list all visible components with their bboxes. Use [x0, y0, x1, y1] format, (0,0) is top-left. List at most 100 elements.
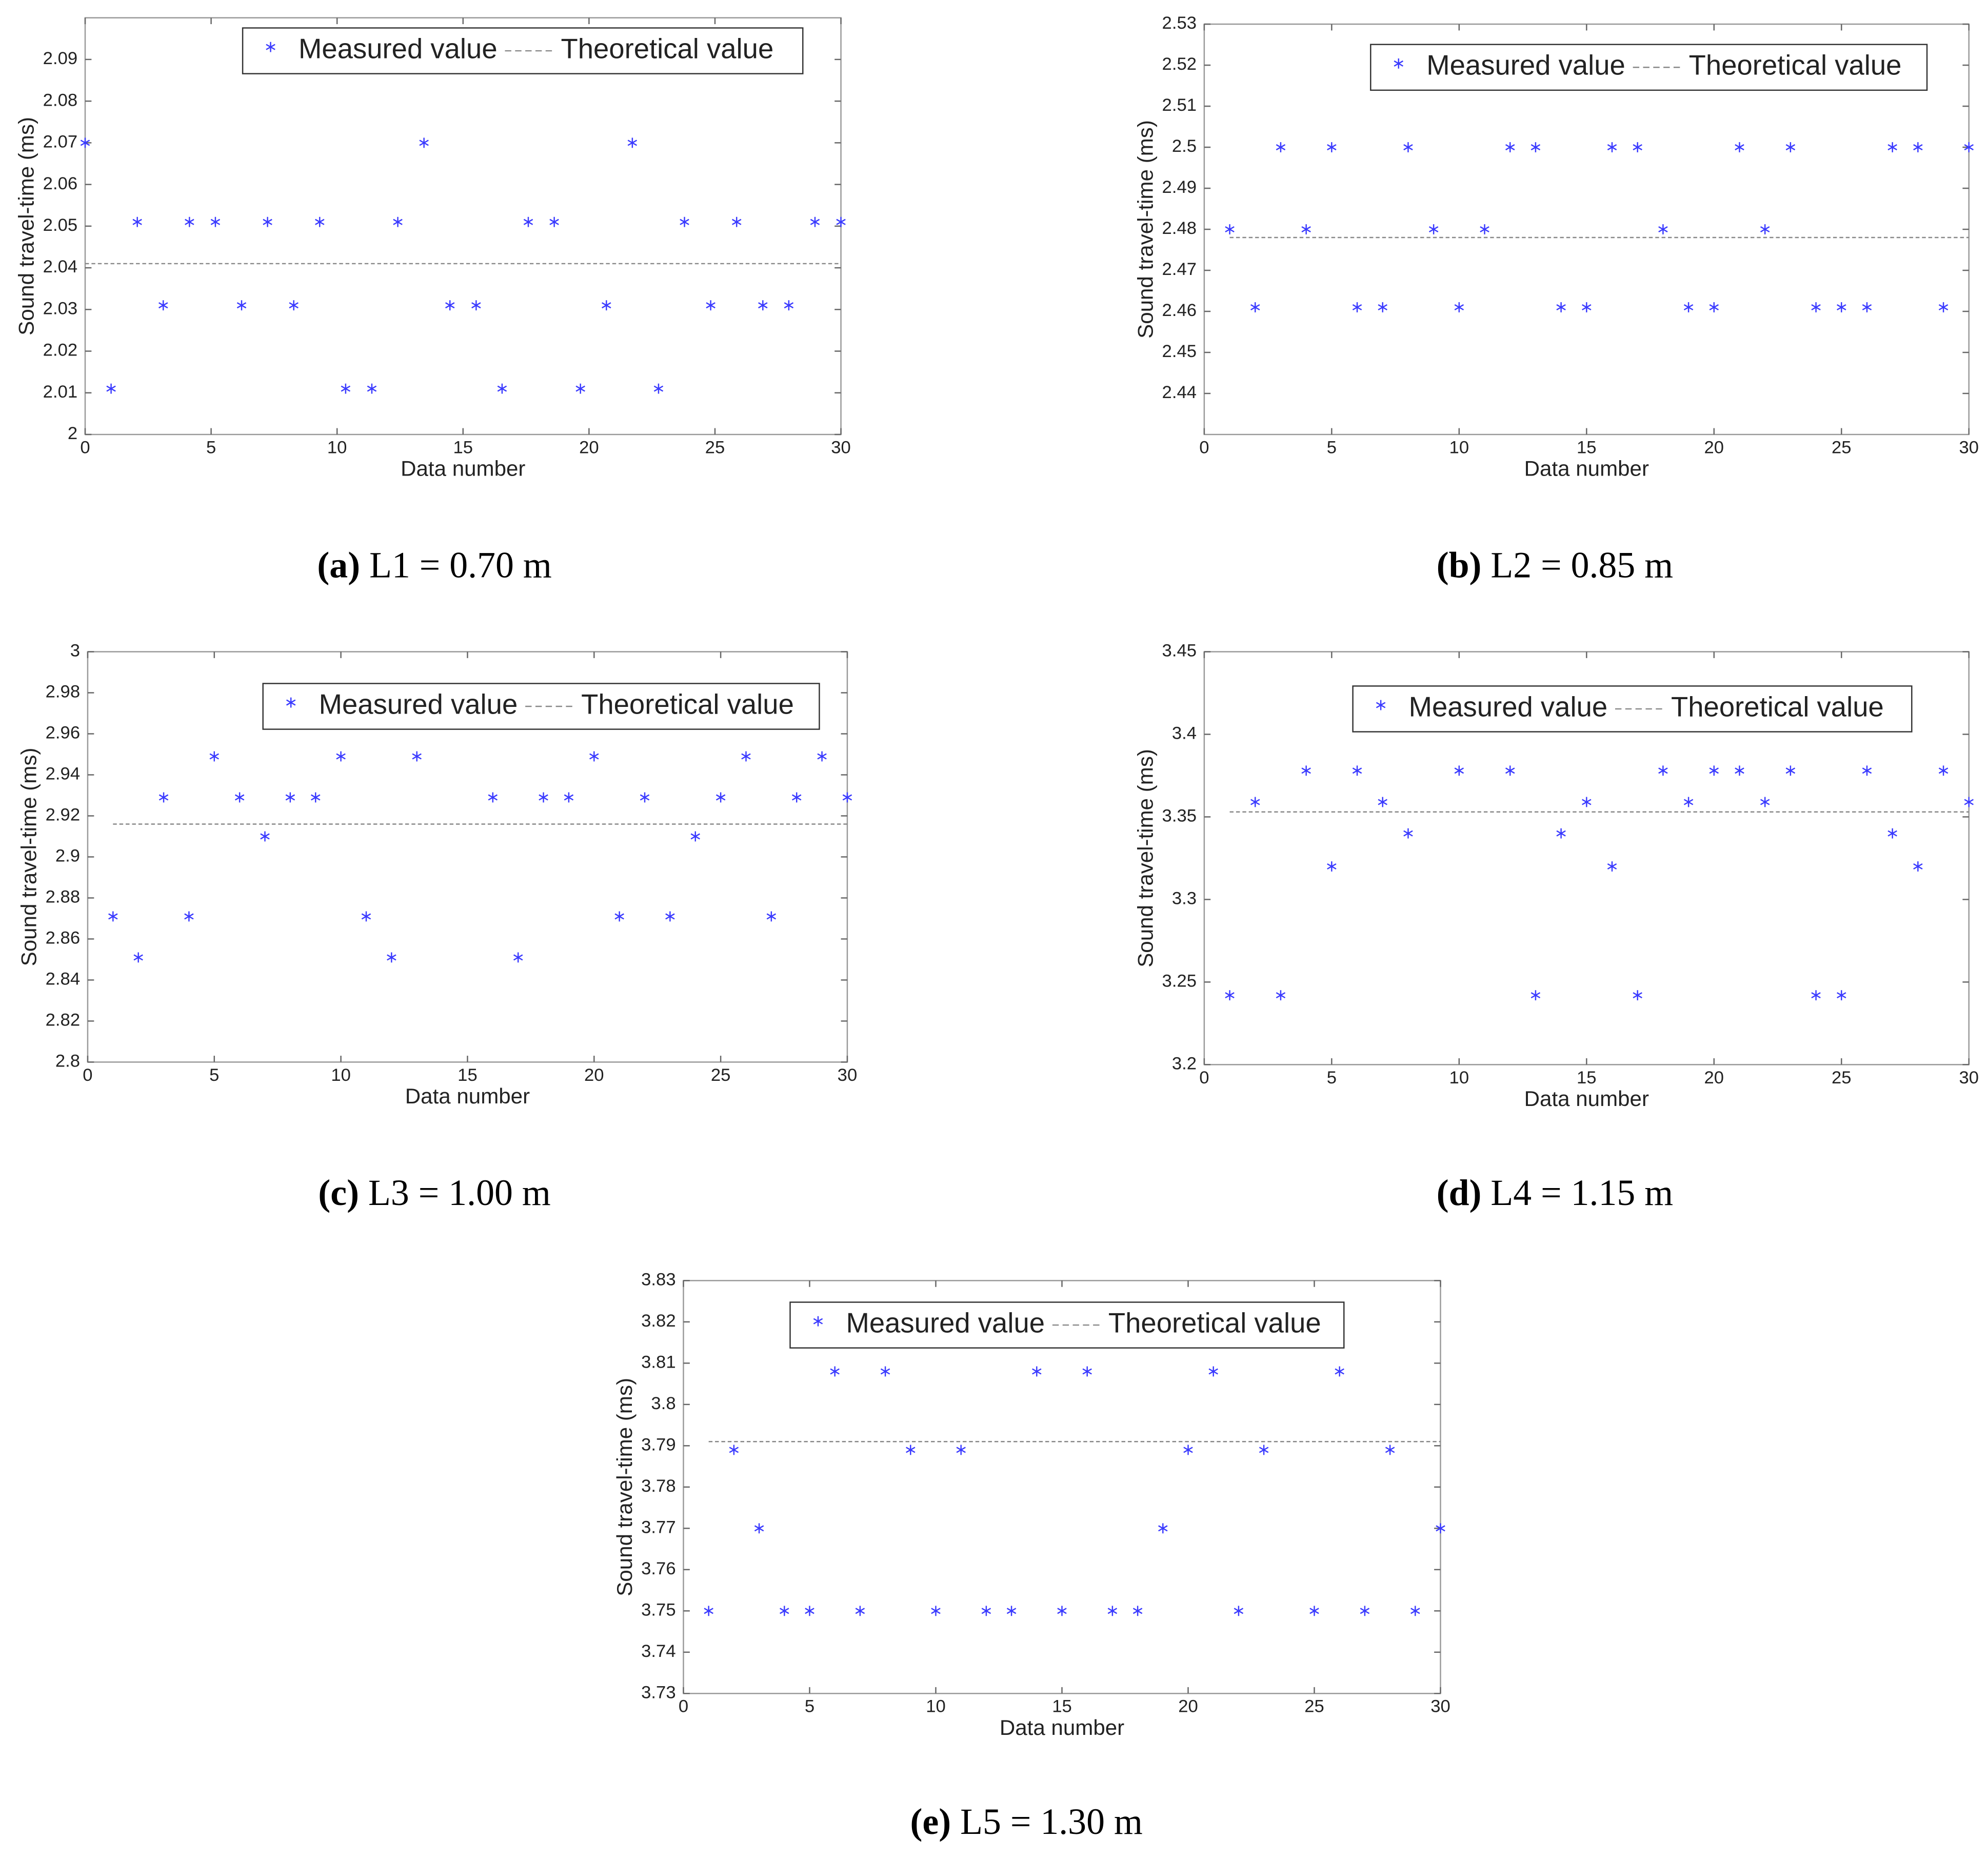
- data-point: [1913, 142, 1923, 152]
- data-point: [836, 216, 846, 227]
- star-stroke: [1938, 304, 1949, 311]
- data-point: [1938, 765, 1949, 776]
- star-stroke: [1352, 304, 1362, 311]
- caption-text: L1 = 0.70 m: [369, 545, 552, 586]
- caption: (a) L1 = 0.70 m: [317, 545, 551, 586]
- y-tick-label: 2.45: [1162, 342, 1197, 361]
- star-stroke: [1811, 992, 1821, 999]
- star-stroke: [1376, 702, 1386, 708]
- data-point: [1785, 765, 1796, 776]
- star-stroke: [1378, 799, 1387, 805]
- star-stroke: [1183, 1447, 1193, 1453]
- caption-text: L5 = 1.30 m: [960, 1801, 1143, 1842]
- data-point: [780, 1606, 789, 1616]
- x-tick-label: 20: [579, 438, 599, 457]
- data-point: [1327, 142, 1337, 152]
- legend-label: Measured value: [319, 688, 518, 720]
- x-tick-label: 30: [1430, 1697, 1450, 1716]
- caption-text: L3 = 1.00 m: [368, 1172, 551, 1213]
- star-stroke: [289, 302, 299, 309]
- y-tick-label: 3.8: [651, 1394, 675, 1413]
- star-stroke: [1327, 863, 1337, 870]
- star-stroke: [1837, 304, 1846, 311]
- star-stroke: [1006, 1608, 1017, 1614]
- star-stroke: [791, 794, 802, 801]
- star-stroke: [1454, 767, 1464, 774]
- x-tick-label: 0: [83, 1065, 92, 1085]
- y-tick-label: 2.04: [43, 257, 77, 276]
- star-stroke: [1735, 144, 1744, 151]
- x-tick-label: 15: [1577, 1068, 1597, 1088]
- data-point: [263, 216, 272, 227]
- data-point: [236, 300, 247, 311]
- y-tick-label: 2.82: [46, 1011, 80, 1030]
- x-tick-label: 20: [584, 1065, 604, 1085]
- star-stroke: [1480, 226, 1489, 233]
- data-point: [471, 300, 481, 311]
- data-point: [1964, 142, 1974, 152]
- star-stroke: [589, 753, 599, 760]
- plot-frame: [1203, 23, 1970, 436]
- star-stroke: [1658, 767, 1668, 774]
- data-point: [1428, 224, 1439, 234]
- star-stroke: [1032, 1368, 1042, 1375]
- data-point: [1183, 1445, 1193, 1455]
- caption-text: L2 = 0.85 m: [1490, 545, 1673, 586]
- star-stroke: [1301, 226, 1311, 233]
- y-tick-label: 2.9: [55, 846, 80, 866]
- data-point: [341, 383, 351, 394]
- data-point: [1107, 1606, 1118, 1616]
- data-point: [842, 792, 852, 803]
- data-point: [1735, 142, 1744, 152]
- star-stroke: [1082, 1368, 1092, 1375]
- y-tick-label: 3.82: [641, 1311, 675, 1331]
- legend-label: Theoretical value: [1671, 691, 1884, 722]
- x-tick-label: 25: [705, 438, 725, 457]
- star-stroke: [132, 219, 142, 225]
- data-point: [1276, 142, 1286, 152]
- data-point: [981, 1606, 991, 1616]
- data-point: [1259, 1445, 1269, 1455]
- star-stroke: [780, 1608, 789, 1614]
- data-point: [393, 216, 403, 227]
- star-stroke: [1913, 863, 1923, 870]
- data-point: [706, 300, 715, 311]
- data-point: [1505, 142, 1515, 152]
- star-stroke: [1735, 767, 1744, 774]
- star-stroke: [133, 954, 143, 961]
- x-tick-label: 25: [711, 1065, 731, 1085]
- data-point: [1887, 828, 1897, 839]
- star-stroke: [1709, 304, 1719, 311]
- data-point: [1301, 765, 1311, 776]
- star-stroke: [315, 219, 325, 225]
- y-axis-label: Sound travel-time (ms): [1134, 749, 1158, 967]
- x-axis-label: Data number: [401, 456, 525, 480]
- star-stroke: [805, 1608, 814, 1614]
- x-tick-label: 20: [1704, 438, 1724, 457]
- y-tick-label: 3.83: [641, 1270, 675, 1290]
- star-stroke: [1683, 799, 1694, 805]
- data-point: [539, 792, 548, 803]
- y-tick-label: 2.47: [1162, 260, 1197, 279]
- star-stroke: [1633, 144, 1642, 151]
- star-stroke: [1259, 1447, 1269, 1453]
- star-stroke: [419, 140, 429, 146]
- x-tick-label: 30: [838, 1065, 858, 1085]
- x-tick-label: 0: [1199, 438, 1209, 457]
- star-stroke: [184, 913, 194, 920]
- data-point: [315, 216, 325, 227]
- star-stroke: [336, 753, 346, 760]
- data-point: [627, 137, 638, 148]
- star-stroke: [1428, 226, 1439, 233]
- data-point: [1658, 765, 1668, 776]
- caption-label: (c): [318, 1172, 359, 1213]
- data-point: [1530, 990, 1541, 1001]
- data-point: [419, 137, 429, 148]
- y-tick-label: 2.48: [1162, 219, 1197, 238]
- star-stroke: [393, 219, 403, 225]
- y-tick-label: 2.09: [43, 49, 77, 68]
- data-point: [758, 300, 768, 311]
- x-axis-label: Data number: [1524, 1086, 1649, 1111]
- data-point: [1811, 990, 1821, 1001]
- star-stroke: [741, 753, 751, 760]
